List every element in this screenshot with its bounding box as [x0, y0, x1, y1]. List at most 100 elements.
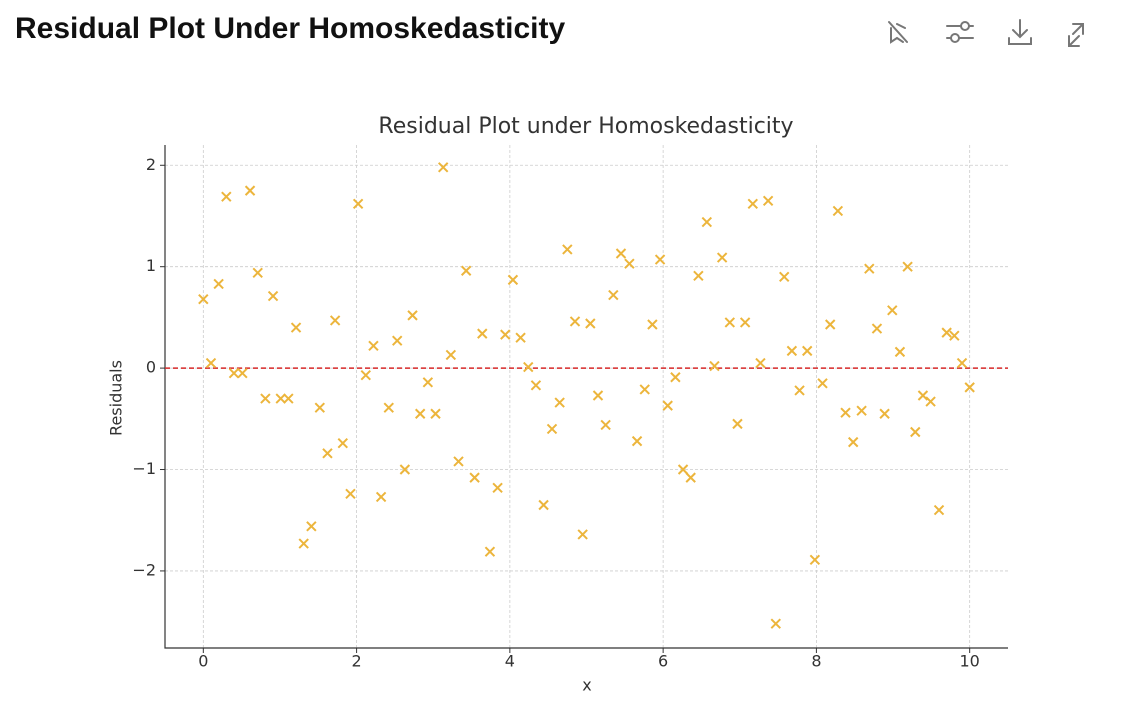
- scatter-point: [832, 205, 844, 217]
- scatter-point: [615, 248, 627, 259]
- scatter-point: [352, 198, 364, 210]
- scatter-point: [739, 317, 751, 328]
- scatter-point: [538, 499, 549, 511]
- download-button[interactable]: [1008, 19, 1032, 45]
- y-tick-label: 0: [146, 358, 156, 377]
- scatter-point: [956, 357, 968, 369]
- scatter-point: [329, 315, 341, 326]
- scatter-point: [244, 185, 256, 196]
- chart-title: Residual Plot under Homoskedasticity: [378, 114, 793, 139]
- scatter-point: [198, 293, 209, 305]
- x-axis-label: x: [582, 676, 591, 695]
- scatter-point: [492, 482, 503, 493]
- scatter-point: [469, 472, 480, 483]
- scatter-point: [864, 263, 875, 274]
- scatter-point: [530, 380, 542, 391]
- scatter-point: [523, 361, 534, 373]
- scatter-point: [569, 316, 581, 327]
- scatter-point: [910, 426, 921, 438]
- scatter-point: [809, 554, 821, 565]
- scatter-point: [840, 407, 851, 418]
- scatter-point: [654, 254, 666, 265]
- scatter-point: [647, 319, 658, 330]
- scatter-point: [964, 382, 975, 393]
- settings-button[interactable]: [946, 21, 974, 43]
- scatter-point: [252, 267, 263, 278]
- scatter-point: [716, 252, 728, 263]
- scatter-point: [917, 390, 929, 401]
- scatter-point: [755, 357, 766, 369]
- scatter-point: [624, 258, 635, 269]
- scatter-point: [345, 488, 356, 500]
- scatter-point: [430, 408, 441, 419]
- scatter-point: [360, 369, 371, 381]
- page-title: Residual Plot Under Homoskedasticity: [15, 12, 566, 45]
- scatter-point: [701, 216, 713, 228]
- scatter-point: [724, 317, 736, 328]
- y-axis-label: Residuals: [107, 360, 126, 436]
- scatter-point: [283, 393, 294, 404]
- scatter-point: [670, 372, 681, 383]
- scatter-point: [414, 408, 426, 419]
- x-tick-label: 6: [658, 652, 668, 671]
- scatter-point: [298, 538, 309, 549]
- axis-spine: [164, 145, 1008, 649]
- scatter-point: [817, 378, 828, 389]
- scatter-point: [314, 402, 326, 413]
- scatter-point: [213, 278, 224, 290]
- toolbar: [888, 19, 1084, 47]
- x-tick-label: 10: [960, 652, 980, 671]
- scatter-point: [856, 405, 867, 416]
- scatter-point: [507, 274, 519, 286]
- scatter-point: [577, 529, 588, 540]
- scatter-point: [267, 290, 279, 302]
- x-tick-label: 8: [811, 652, 821, 671]
- scatter-point: [685, 472, 696, 483]
- scatter-point: [824, 319, 836, 330]
- scatter-point: [677, 464, 689, 475]
- x-tick-label: 0: [198, 652, 208, 671]
- scatter-point: [762, 195, 774, 206]
- scatter-point: [554, 397, 565, 408]
- scatter-point: [585, 318, 596, 329]
- scatter-point: [847, 436, 859, 448]
- scatter-point: [600, 419, 611, 431]
- y-tick-label: 1: [146, 256, 156, 275]
- x-tick-label: 4: [505, 652, 515, 671]
- y-tick-label: −2: [132, 560, 156, 579]
- y-tick-label: 2: [146, 155, 156, 174]
- scatter-point: [399, 464, 411, 475]
- y-tick-label: −1: [132, 459, 156, 478]
- scatter-point: [747, 198, 759, 210]
- scatter-point: [437, 162, 449, 173]
- scatter-point: [770, 618, 781, 629]
- scatter-point: [592, 390, 604, 401]
- scatter-point: [871, 323, 883, 334]
- scatter-point: [500, 329, 511, 340]
- scatter-point: [422, 377, 434, 388]
- scatter-point: [546, 423, 558, 435]
- scatter-point: [445, 349, 457, 361]
- scatter-point: [709, 360, 720, 372]
- x-tick-label: 2: [351, 652, 361, 671]
- hide-button[interactable]: [888, 21, 908, 44]
- expand-button[interactable]: [1068, 23, 1084, 47]
- scatter-point: [925, 396, 936, 407]
- scatter-point: [515, 332, 526, 343]
- scatter-point: [383, 402, 394, 413]
- scatter-point: [368, 340, 379, 352]
- scatter-point: [484, 546, 496, 557]
- scatter-point: [879, 408, 890, 419]
- scatter-point: [639, 384, 650, 395]
- scatter-point: [337, 437, 349, 449]
- scatter-point: [732, 418, 743, 430]
- scatter-point: [453, 456, 464, 467]
- scatter-point: [392, 335, 403, 346]
- scatter-point: [205, 357, 217, 369]
- scatter-point: [237, 367, 248, 379]
- scatter-point: [802, 345, 813, 357]
- scatter-point: [375, 491, 387, 503]
- scatter-point: [608, 289, 619, 301]
